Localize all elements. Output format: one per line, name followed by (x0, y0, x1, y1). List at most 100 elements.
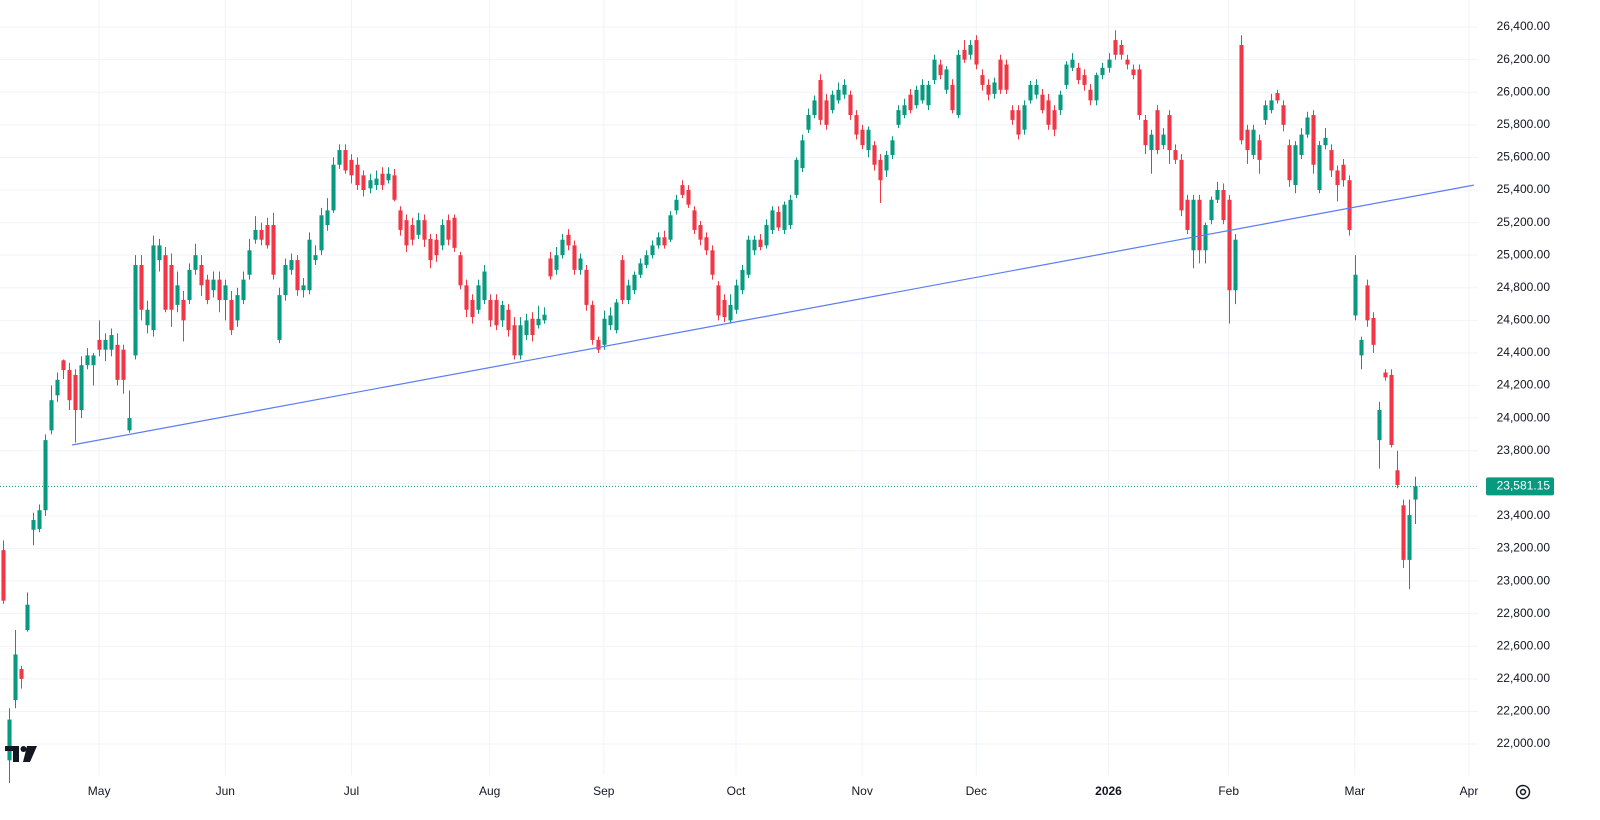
y-tick-label: 22,800.00 (1497, 606, 1551, 620)
candle-body (518, 325, 523, 356)
candle-body (482, 271, 487, 300)
candle-body (1299, 134, 1304, 155)
candle-body (145, 309, 150, 326)
candle-body (836, 89, 841, 101)
candle-body (650, 245, 655, 256)
candle-body (1371, 317, 1376, 345)
candle-body (560, 239, 565, 256)
y-tick-label: 25,400.00 (1497, 182, 1551, 196)
x-tick-label: Jun (216, 784, 235, 798)
candle-body (361, 175, 366, 191)
candle-body (1407, 515, 1412, 560)
y-tick-label: 23,200.00 (1497, 541, 1551, 555)
candle-body (470, 299, 475, 318)
candle-body (1107, 59, 1112, 68)
candle-body (524, 320, 529, 336)
candle-body (674, 199, 679, 211)
candle-body (1347, 180, 1352, 230)
candle-body (428, 238, 433, 261)
candle-body (271, 225, 276, 275)
candle-body (422, 220, 427, 240)
settings-icon[interactable] (1515, 784, 1531, 800)
candle-body (25, 604, 30, 630)
candle-body (37, 510, 42, 529)
candle-body (319, 215, 324, 251)
candle-body (872, 145, 877, 165)
candle-body (752, 239, 757, 251)
candle-body (830, 94, 835, 111)
candle-body (554, 255, 559, 270)
candle-body (223, 285, 228, 300)
y-tick-label: 23,800.00 (1497, 443, 1551, 457)
candle-body (998, 59, 1003, 90)
candle-body (902, 105, 907, 116)
x-tick-label: Apr (1460, 784, 1479, 798)
candle-body (458, 255, 463, 286)
candle-body (434, 239, 439, 256)
candle-body (656, 237, 661, 246)
candle-body (884, 154, 889, 171)
candle-body (878, 159, 883, 181)
candles (0, 30, 1478, 784)
candle-body (1113, 40, 1118, 55)
candle-body (1094, 75, 1099, 101)
candle-body (289, 260, 294, 270)
candle-body (1239, 44, 1244, 141)
candle-body (199, 264, 204, 286)
candle-body (1004, 64, 1009, 90)
candle-body (548, 258, 553, 277)
candle-body (374, 178, 379, 186)
candle-body (446, 220, 451, 240)
candle-body (896, 110, 901, 125)
candle-body (740, 269, 745, 291)
candle-body (380, 173, 385, 186)
candle-body (920, 84, 925, 101)
candle-body (91, 355, 96, 366)
candle-body (722, 299, 727, 318)
candle-body (698, 225, 703, 240)
candle-body (1203, 225, 1208, 251)
candle-body (1413, 486, 1418, 500)
candle-body (283, 264, 288, 296)
candle-body (764, 225, 769, 246)
candle-body (854, 115, 859, 135)
candle-body (992, 82, 997, 94)
candle-body (265, 225, 270, 246)
y-tick-label: 26,400.00 (1497, 19, 1551, 33)
candle-body (1022, 105, 1027, 130)
candle-body (7, 719, 12, 761)
candle-body (79, 365, 84, 410)
candle-body (1010, 110, 1015, 120)
candle-body (728, 304, 733, 321)
candle-body (61, 360, 66, 371)
candle-body (440, 225, 445, 246)
candle-body (686, 190, 691, 205)
candle-body (368, 180, 373, 189)
candle-body (229, 299, 234, 331)
candle-body (73, 374, 78, 410)
candle-body (1293, 145, 1298, 186)
candle-body (1395, 470, 1400, 485)
candle-body (980, 75, 985, 85)
candle-body (1215, 190, 1220, 200)
y-tick-label: 25,600.00 (1497, 150, 1551, 164)
candle-body (85, 355, 90, 366)
candle-body (205, 279, 210, 300)
candle-body (1227, 199, 1232, 291)
candle-body (241, 279, 246, 300)
candle-body (644, 255, 649, 265)
y-tick-label: 25,000.00 (1497, 247, 1551, 261)
candle-body (956, 54, 961, 116)
candle-body (1221, 190, 1226, 221)
candle-body (127, 418, 132, 431)
candle-body (512, 325, 517, 356)
x-tick-label: Oct (727, 784, 746, 798)
candle-body (1, 550, 6, 601)
settings-button[interactable] (1515, 784, 1531, 800)
candle-body (139, 264, 144, 310)
candle-body (1335, 170, 1340, 186)
candle-body (1131, 69, 1136, 76)
candle-body (121, 349, 126, 380)
settings-icon[interactable] (1519, 788, 1527, 796)
